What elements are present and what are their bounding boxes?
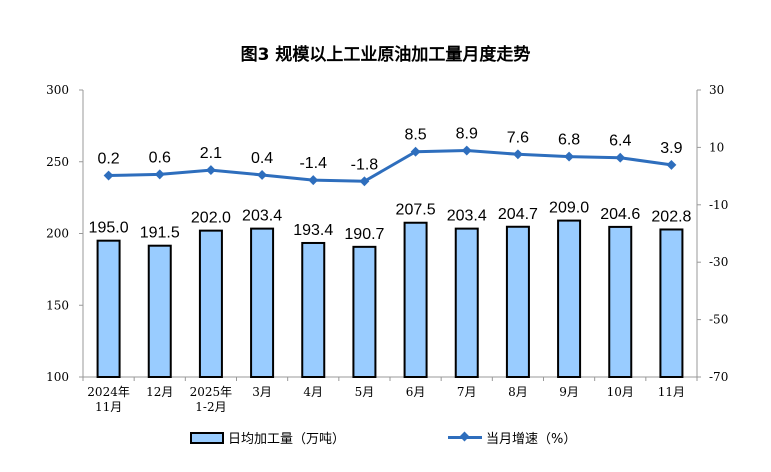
left-tick-label: 300 — [46, 83, 69, 97]
bar-data-label: 191.5 — [140, 225, 180, 242]
line-point — [461, 145, 472, 156]
left-tick-label: 250 — [46, 155, 69, 169]
line-data-label: -1.4 — [299, 155, 327, 172]
line-data-label: 0.6 — [149, 149, 171, 166]
bar — [301, 241, 326, 378]
right-tick-label: 30 — [709, 83, 724, 97]
line-point — [359, 176, 370, 187]
bar-data-label: 195.0 — [89, 220, 129, 237]
x-tick-label: 6月 — [406, 385, 426, 399]
line-data-label: 8.9 — [456, 126, 478, 143]
line-data-label: -1.8 — [351, 156, 379, 173]
bar-data-label: 203.4 — [242, 208, 282, 225]
left-tick-label: 200 — [46, 227, 69, 241]
x-tick-label: 10月 — [607, 385, 634, 399]
right-tick-label: -10 — [709, 198, 728, 212]
line-point — [564, 151, 575, 162]
bar — [454, 227, 479, 378]
legend-line-swatch — [448, 431, 482, 442]
bar — [403, 221, 428, 378]
bar — [352, 245, 377, 378]
right-tick-label: -30 — [709, 255, 728, 269]
bar-data-label: 193.4 — [293, 222, 333, 239]
legend-bar-swatch — [190, 431, 224, 444]
line-point — [666, 159, 677, 170]
legend-bar-label: 日均加工量（万吨） — [228, 432, 346, 447]
bar — [147, 244, 172, 378]
line-data-label: 6.8 — [558, 132, 580, 149]
right-tick-label: -70 — [709, 370, 728, 384]
line-point — [154, 169, 165, 180]
bar — [505, 225, 530, 378]
line-data-label: 6.4 — [609, 133, 631, 150]
x-tick-label: 1-2月 — [195, 400, 226, 414]
line-point — [512, 149, 523, 160]
legend-item-bar: 日均加工量（万吨） — [190, 428, 345, 447]
right-tick-label: -50 — [709, 313, 728, 327]
line-data-label: 3.9 — [660, 140, 682, 157]
left-tick-label: 150 — [46, 298, 69, 312]
bar-data-label: 207.5 — [396, 202, 436, 219]
chart-title: 图3 规模以上工业原油加工量月度走势 — [240, 45, 531, 65]
line-data-label: 2.1 — [200, 145, 222, 162]
left-tick-label: 100 — [46, 370, 69, 384]
line-data-label: 7.6 — [507, 129, 529, 146]
bar-data-label: 209.0 — [549, 200, 589, 217]
x-tick-label: 4月 — [303, 385, 323, 399]
right-tick-label: 10 — [709, 140, 724, 154]
bar-data-label: 190.7 — [344, 226, 384, 243]
x-tick-label: 11月 — [95, 400, 122, 414]
line-data-label: 0.2 — [97, 151, 119, 168]
line-point — [308, 175, 319, 186]
x-tick-label: 12月 — [146, 385, 173, 399]
growth-line — [108, 149, 672, 183]
line-point — [410, 146, 421, 157]
line-data-label: 0.4 — [251, 150, 273, 167]
line-point — [615, 152, 626, 163]
bar-data-label: 202.8 — [651, 208, 691, 225]
bar — [96, 239, 121, 378]
line-point — [103, 170, 114, 181]
bar — [659, 228, 684, 378]
bar — [608, 225, 633, 378]
bar-data-label: 204.7 — [498, 206, 538, 223]
x-tick-label: 11月 — [658, 385, 685, 399]
x-tick-label: 3月 — [252, 385, 272, 399]
bar — [557, 219, 582, 378]
legend-item-line: 当月增速（%） — [448, 428, 576, 447]
line-data-label: 8.5 — [404, 127, 426, 144]
bar-data-label: 202.0 — [191, 210, 231, 227]
bar-data-label: 203.4 — [447, 208, 487, 225]
x-tick-label: 2025年 — [190, 385, 233, 399]
x-tick-label: 9月 — [559, 385, 579, 399]
x-tick-label: 5月 — [355, 385, 375, 399]
line-point — [257, 170, 268, 180]
legend-line-label: 当月增速（%） — [486, 432, 577, 447]
bar-data-label: 204.6 — [600, 206, 640, 223]
x-tick-label: 8月 — [508, 385, 528, 399]
line-point — [205, 165, 216, 176]
x-tick-label: 2024年 — [87, 385, 130, 399]
bar — [198, 229, 223, 378]
x-tick-label: 7月 — [457, 385, 477, 399]
bar — [250, 227, 275, 378]
